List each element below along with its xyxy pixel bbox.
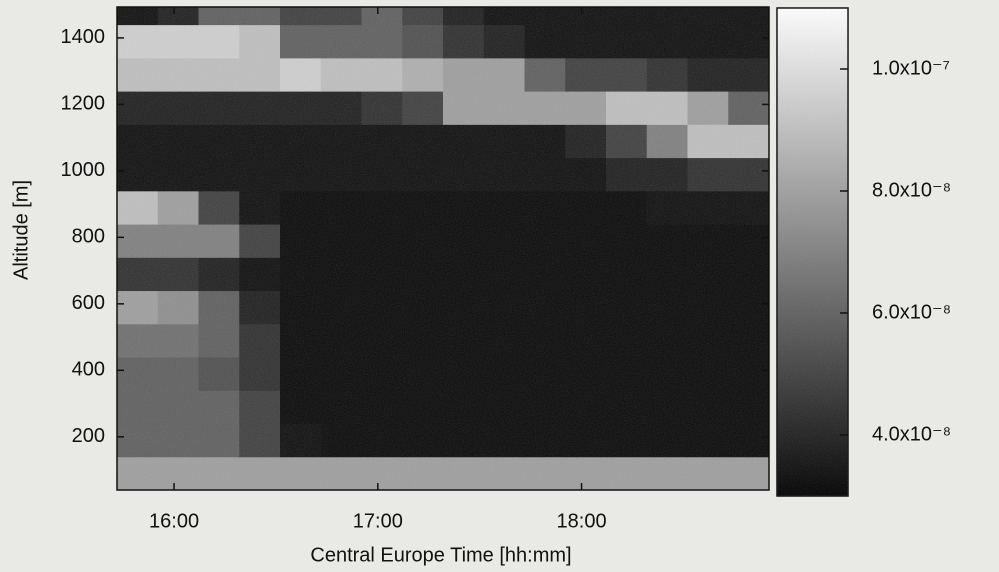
y-tick-label: 1400 <box>61 26 106 48</box>
x-tick-label: 16:00 <box>149 510 199 532</box>
colorbar-tick-label: 4.0x10⁻⁸ <box>872 423 951 445</box>
x-tick-label: 18:00 <box>557 510 607 532</box>
y-tick-label: 1200 <box>61 93 106 115</box>
y-tick-label: 600 <box>72 292 105 314</box>
y-tick-label: 400 <box>72 359 105 381</box>
plot-frame <box>116 6 770 491</box>
colorbar-tick-label: 1.0x10⁻⁷ <box>872 57 950 79</box>
y-tick-label: 200 <box>72 425 105 447</box>
y-tick-label: 1000 <box>61 159 106 181</box>
colorbar-tick-label: 8.0x10⁻⁸ <box>872 179 951 201</box>
grain-overlay <box>117 7 769 490</box>
y-tick-label: 800 <box>72 226 105 248</box>
colorbar-grain <box>777 8 848 496</box>
colorbar-tick-label: 6.0x10⁻⁸ <box>872 301 951 323</box>
x-tick-label: 17:00 <box>353 510 403 532</box>
y-axis-title: Altitude [m] <box>10 180 32 280</box>
x-axis-title: Central Europe Time [hh:mm] <box>310 544 571 566</box>
